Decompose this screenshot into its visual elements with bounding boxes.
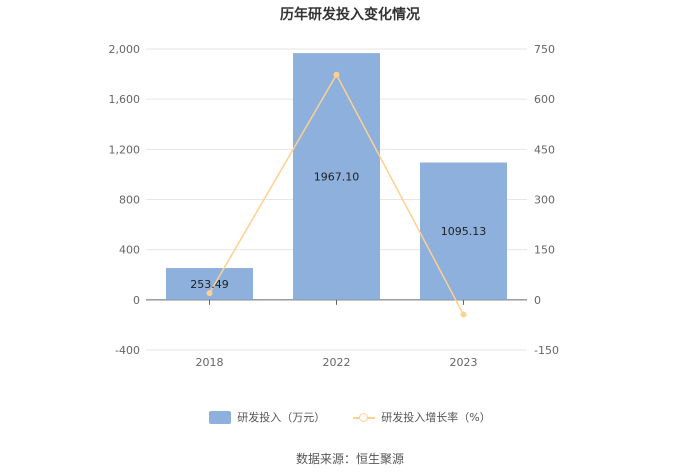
legend: 研发投入（万元） 研发投入增长率（%） (0, 409, 700, 425)
left-tick-label: 1,200 (109, 143, 141, 156)
right-tick-label: 600 (534, 93, 555, 106)
line-point (460, 311, 467, 318)
bar (293, 53, 380, 300)
bar-value-label: 1967.10 (314, 170, 360, 183)
x-tick-label: 2023 (450, 356, 478, 369)
bar (420, 162, 507, 300)
bar-value-label: 1095.13 (441, 225, 487, 238)
right-tick-label: -150 (534, 344, 559, 357)
left-tick-label: 400 (119, 244, 140, 257)
right-tick-label: 0 (534, 294, 541, 307)
left-tick-label: 1,600 (109, 93, 141, 106)
source-note: 数据来源：恒生聚源 (295, 452, 404, 466)
right-tick-label: 150 (534, 244, 555, 257)
bar-value-label: 253.49 (190, 278, 229, 291)
legend-bar-label: 研发投入（万元） (237, 411, 326, 424)
x-tick-label: 2018 (196, 356, 224, 369)
legend-item-line[interactable]: 研发投入增长率（%） (353, 409, 491, 425)
line-point (206, 290, 213, 297)
legend-item-bar[interactable]: 研发投入（万元） (209, 409, 325, 425)
chart-title: 历年研发投入变化情况 (280, 7, 420, 23)
left-tick-label: -400 (115, 344, 140, 357)
left-tick-label: 0 (133, 294, 140, 307)
legend-line-label: 研发投入增长率（%） (381, 411, 491, 424)
right-tick-label: 750 (534, 43, 555, 56)
left-tick-label: 800 (119, 194, 140, 207)
line-point (333, 71, 340, 78)
legend-line-swatch (353, 411, 376, 424)
left-tick-label: 2,000 (109, 43, 141, 56)
x-tick-label: 2022 (323, 356, 351, 369)
legend-bar-swatch (209, 410, 232, 424)
right-tick-label: 300 (534, 194, 555, 207)
right-tick-label: 450 (534, 143, 555, 156)
